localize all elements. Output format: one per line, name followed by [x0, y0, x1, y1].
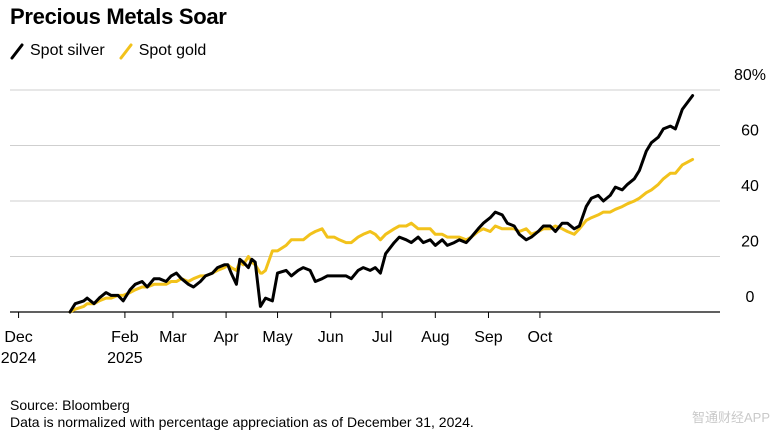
x-tick-label: Jul	[372, 329, 392, 346]
x-tick-label: Feb	[111, 329, 139, 346]
legend-label-gold: Spot gold	[138, 42, 207, 59]
x-tick-label: 2024	[1, 350, 37, 367]
legend-swatch-silver	[10, 43, 24, 60]
x-tick-label: Jun	[318, 329, 344, 346]
chart-title: Precious Metals Soar	[10, 4, 227, 29]
y-tick-label: 80%	[734, 67, 766, 84]
legend-item-gold: Spot gold	[119, 42, 207, 60]
series-line-spot-gold	[68, 157, 695, 314]
x-tick-label: Sep	[474, 329, 503, 346]
y-tick-label: 60	[741, 123, 759, 140]
legend: Spot silver Spot gold	[10, 40, 220, 62]
series-line-spot-silver	[68, 94, 695, 314]
x-tick-label: Aug	[421, 329, 449, 346]
legend-item-silver: Spot silver	[10, 42, 105, 60]
gridlines	[10, 89, 720, 313]
x-tick-label: Dec	[4, 329, 32, 346]
y-axis-ticks: 80% 60 40 20 0	[734, 67, 766, 306]
x-tick-label: May	[262, 329, 292, 346]
series-lines	[68, 94, 695, 314]
legend-swatch-gold	[119, 43, 133, 60]
chart-footer: Source: Bloomberg Data is normalized wit…	[10, 397, 474, 431]
x-axis-ticks: Dec 2024 Feb 2025 Mar Apr May Jun Jul Aug Sep Oct	[1, 312, 553, 367]
x-tick-label: Apr	[214, 329, 240, 346]
normalization-note: Data is normalized with percentage appre…	[10, 414, 474, 430]
x-tick-label: Oct	[527, 329, 552, 346]
y-tick-label: 0	[746, 289, 755, 306]
legend-label-silver: Spot silver	[30, 42, 105, 59]
watermark: 智通财经APP	[691, 410, 770, 425]
source-note: Source: Bloomberg	[10, 397, 130, 413]
y-tick-label: 20	[741, 234, 759, 251]
y-tick-label: 40	[741, 178, 759, 195]
x-tick-label: Mar	[159, 329, 187, 346]
x-tick-label: 2025	[107, 350, 143, 367]
